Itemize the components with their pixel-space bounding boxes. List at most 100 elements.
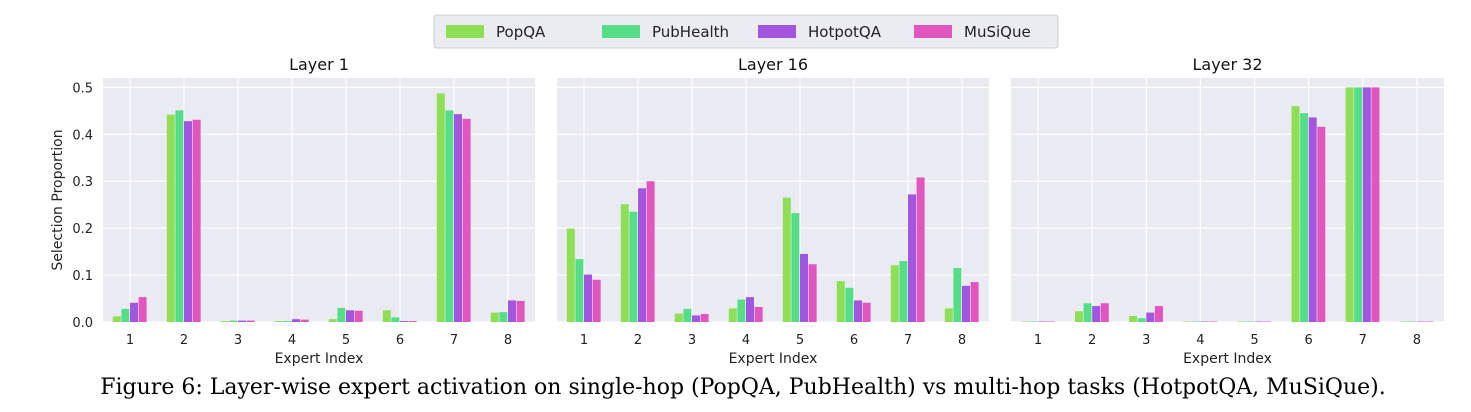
- bar-pubhealth-expert-3: [229, 320, 238, 322]
- bar-popqa-expert-3: [674, 313, 683, 322]
- x-tick-label: 3: [234, 333, 242, 348]
- x-tick-label: 7: [904, 333, 912, 348]
- x-axis-label: Expert Index: [1183, 351, 1272, 367]
- bar-hotpotqa-expert-5: [346, 310, 354, 322]
- bar-popqa-expert-7: [890, 265, 899, 322]
- bar-pubhealth-expert-4: [737, 299, 746, 322]
- legend-swatch: [602, 25, 640, 38]
- bar-popqa-expert-3: [220, 321, 229, 322]
- x-tick-label: 4: [288, 333, 296, 348]
- legend-label: PubHealth: [652, 23, 729, 41]
- x-tick-label: 6: [1305, 333, 1313, 348]
- x-tick-label: 7: [1359, 333, 1367, 348]
- legend-label: PopQA: [496, 23, 546, 41]
- x-tick-label: 4: [1196, 333, 1204, 348]
- bar-pubhealth-expert-6: [845, 287, 854, 322]
- panels: 1 2 3 4 5 6 7 8 0.0 0.1 0.2 0.3 0.4 0.5 Layer 1 Expert …: [50, 55, 1444, 367]
- bar-hotpotqa-expert-6: [1308, 117, 1317, 323]
- bar-hotpotqa-expert-1: [584, 274, 592, 322]
- x-tick-label: 2: [180, 333, 188, 348]
- y-tick-label: 0.0: [72, 316, 93, 331]
- bar-hotpotqa-expert-1: [130, 302, 138, 322]
- bar-pubhealth-expert-8: [953, 268, 962, 322]
- bar-popqa-expert-1: [112, 316, 121, 322]
- x-tick-label: 8: [504, 333, 512, 348]
- bar-pubhealth-expert-7: [445, 110, 454, 322]
- bar-pubhealth-expert-5: [337, 307, 346, 322]
- bar-hotpotqa-expert-3: [692, 315, 700, 322]
- bar-musique-expert-7: [916, 177, 925, 322]
- bar-musique-expert-8: [516, 300, 525, 322]
- bar-popqa-expert-7: [1345, 87, 1354, 322]
- x-tick-label: 5: [796, 333, 804, 348]
- x-axis-label: Expert Index: [729, 351, 818, 367]
- bar-pubhealth-expert-1: [575, 259, 584, 322]
- x-tick-label: 2: [1088, 333, 1096, 348]
- bar-popqa-expert-3: [1129, 315, 1138, 322]
- bar-popqa-expert-6: [382, 310, 391, 322]
- chart-panel-2: 1 2 3 4 5 6 7 8 Layer 16 Expert Index: [557, 55, 989, 367]
- bar-pubhealth-expert-6: [391, 317, 400, 322]
- y-tick-label: 0.2: [72, 222, 93, 237]
- x-tick-label: 3: [1142, 333, 1150, 348]
- legend-swatch: [446, 25, 484, 38]
- x-tick-label: 6: [850, 333, 858, 348]
- bar-hotpotqa-expert-6: [400, 321, 408, 322]
- x-tick-label: 8: [1413, 333, 1421, 348]
- bar-musique-expert-2: [646, 181, 655, 322]
- bar-hotpotqa-expert-7: [454, 114, 462, 322]
- bar-musique-expert-1: [592, 279, 601, 322]
- x-tick-label: 7: [450, 333, 458, 348]
- bar-popqa-expert-7: [436, 93, 445, 322]
- bar-musique-expert-6: [862, 302, 871, 322]
- bar-musique-expert-1: [138, 297, 147, 322]
- bar-hotpotqa-expert-5: [800, 253, 808, 322]
- x-tick-label: 8: [958, 333, 966, 348]
- bar-musique-expert-3: [246, 320, 255, 322]
- bar-hotpotqa-expert-2: [1092, 306, 1101, 322]
- bar-pubhealth-expert-3: [683, 308, 692, 322]
- bar-musique-expert-4: [754, 306, 763, 322]
- bar-musique-expert-3: [700, 314, 709, 322]
- bar-popqa-expert-6: [836, 281, 845, 322]
- panel-title: Layer 16: [738, 55, 808, 74]
- y-tick-label: 0.4: [72, 128, 93, 143]
- bar-musique-expert-6: [408, 321, 417, 322]
- bar-pubhealth-expert-6: [1300, 113, 1309, 322]
- bar-popqa-expert-4: [728, 308, 737, 322]
- x-tick-label: 1: [1034, 333, 1042, 348]
- bar-popqa-expert-8: [490, 312, 499, 322]
- bar-pubhealth-expert-8: [499, 312, 508, 322]
- bar-musique-expert-8: [970, 282, 979, 322]
- bar-pubhealth-expert-2: [175, 110, 184, 322]
- bar-musique-expert-3: [1154, 306, 1163, 322]
- bar-hotpotqa-expert-8: [962, 285, 970, 322]
- bar-pubhealth-expert-4: [283, 321, 292, 322]
- y-axis-label: Selection Proportion: [50, 129, 66, 270]
- bar-hotpotqa-expert-2: [638, 188, 646, 322]
- x-tick-label: 5: [1250, 333, 1258, 348]
- bar-pubhealth-expert-2: [629, 211, 638, 322]
- y-tick-label: 0.1: [72, 269, 93, 284]
- bar-popqa-expert-2: [620, 204, 629, 322]
- x-tick-label: 3: [688, 333, 696, 348]
- bar-hotpotqa-expert-7: [1362, 87, 1371, 322]
- bar-popqa-expert-2: [1074, 311, 1083, 322]
- legend-label: HotpotQA: [808, 23, 882, 41]
- x-tick-label: 1: [126, 333, 134, 348]
- bar-popqa-expert-5: [328, 319, 337, 322]
- figure-caption: Figure 6: Layer-wise expert activation o…: [100, 375, 1385, 400]
- legend-swatch: [758, 25, 796, 38]
- x-tick-label: 4: [742, 333, 750, 348]
- bar-popqa-expert-5: [782, 197, 791, 322]
- bar-hotpotqa-expert-7: [908, 194, 916, 322]
- panel-title: Layer 32: [1192, 55, 1262, 74]
- bar-hotpotqa-expert-3: [1146, 312, 1155, 322]
- bar-popqa-expert-2: [166, 114, 175, 322]
- bar-pubhealth-expert-3: [1137, 318, 1146, 322]
- x-axis-label: Expert Index: [275, 351, 364, 367]
- bar-pubhealth-expert-7: [1354, 87, 1363, 322]
- bar-hotpotqa-expert-4: [746, 297, 754, 322]
- bar-popqa-expert-4: [274, 321, 283, 322]
- chart-panel-1: 1 2 3 4 5 6 7 8 0.0 0.1 0.2 0.3 0.4 0.5 Layer 1 Expert …: [50, 55, 535, 367]
